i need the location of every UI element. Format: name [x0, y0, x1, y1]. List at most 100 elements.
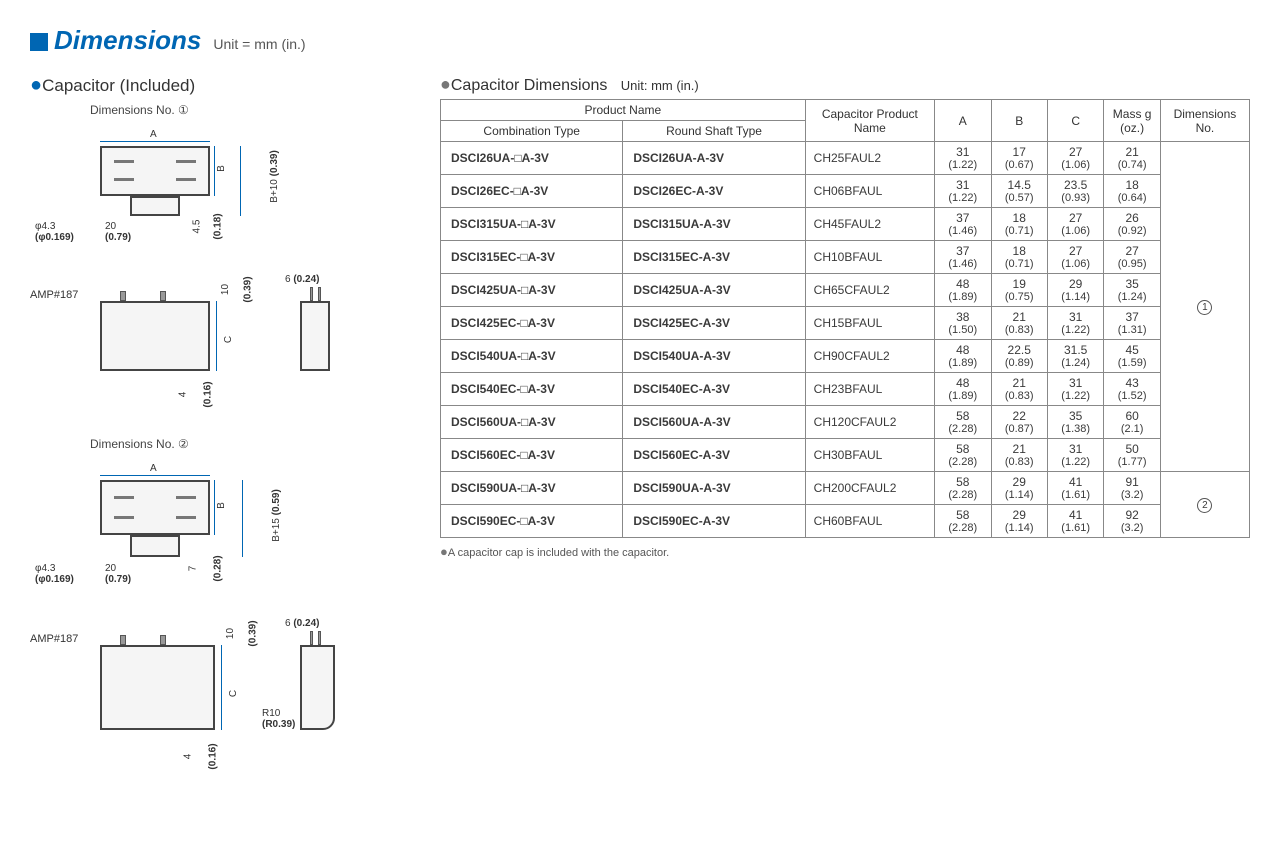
main-title: Dimensions [54, 25, 201, 55]
val-C: 31.5(1.24) [1047, 340, 1103, 373]
val-B: 29(1.14) [991, 505, 1047, 538]
val-A: 48(1.89) [935, 340, 991, 373]
dimensions-table: Product Name Capacitor Product Name A B … [440, 99, 1250, 538]
combo-name: DSCI560EC-□A-3V [441, 439, 623, 472]
val-B: 29(1.14) [991, 472, 1047, 505]
dim-B: B [216, 165, 227, 172]
table-title: ●Capacitor Dimensions Unit: mm (in.) [440, 74, 1250, 95]
val-C: 27(1.06) [1047, 142, 1103, 175]
val-B: 21(0.83) [991, 307, 1047, 340]
table-row: DSCI540UA-□A-3VDSCI540UA-A-3VCH90CFAUL24… [441, 340, 1250, 373]
diagram-2-side: AMP#187 10 (0.39) C 6 (0.24) R10(R0.39) … [30, 613, 400, 783]
val-A: 58(2.28) [935, 406, 991, 439]
val-C: 27(1.06) [1047, 208, 1103, 241]
combo-name: DSCI425EC-□A-3V [441, 307, 623, 340]
val-mass: 91(3.2) [1104, 472, 1160, 505]
table-row: DSCI26EC-□A-3VDSCI26EC-A-3VCH06BFAUL31(1… [441, 175, 1250, 208]
cap-name: CH60BFAUL [805, 505, 934, 538]
combo-name: DSCI540UA-□A-3V [441, 340, 623, 373]
val-B: 18(0.71) [991, 241, 1047, 274]
val-C: 35(1.38) [1047, 406, 1103, 439]
header-B: B [991, 100, 1047, 142]
round-name: DSCI425EC-A-3V [623, 307, 805, 340]
round-name: DSCI540UA-A-3V [623, 340, 805, 373]
val-mass: 37(1.31) [1104, 307, 1160, 340]
val-A: 58(2.28) [935, 505, 991, 538]
round-name: DSCI315UA-A-3V [623, 208, 805, 241]
round-name: DSCI590EC-A-3V [623, 505, 805, 538]
val-B: 14.5(0.57) [991, 175, 1047, 208]
header-dimno: Dimensions No. [1160, 100, 1249, 142]
val-mass: 50(1.77) [1104, 439, 1160, 472]
cap-name: CH45FAUL2 [805, 208, 934, 241]
val-C: 31(1.22) [1047, 439, 1103, 472]
table-row: DSCI425EC-□A-3VDSCI425EC-A-3VCH15BFAUL38… [441, 307, 1250, 340]
capacitor-heading: ●Capacitor (Included) [30, 74, 400, 97]
diagram-1-side: AMP#187 10 (0.39) C 6 (0.24) 4 (0.16) [30, 269, 400, 419]
val-B: 17(0.67) [991, 142, 1047, 175]
cap-name: CH06BFAUL [805, 175, 934, 208]
title-bullet: Dimensions [30, 25, 201, 56]
diagram-2-top: A B B+15 (0.59) 7 (0.28) φ4.3(φ0.169) 20… [30, 455, 400, 595]
combo-name: DSCI590UA-□A-3V [441, 472, 623, 505]
val-C: 31(1.22) [1047, 373, 1103, 406]
round-name: DSCI590UA-A-3V [623, 472, 805, 505]
val-mass: 92(3.2) [1104, 505, 1160, 538]
header-cap: Capacitor Product Name [805, 100, 934, 142]
val-A: 58(2.28) [935, 472, 991, 505]
table-row: DSCI540EC-□A-3VDSCI540EC-A-3VCH23BFAUL48… [441, 373, 1250, 406]
val-mass: 35(1.24) [1104, 274, 1160, 307]
table-row: DSCI590EC-□A-3VDSCI590EC-A-3VCH60BFAUL58… [441, 505, 1250, 538]
header-round: Round Shaft Type [623, 121, 805, 142]
table-row: DSCI425UA-□A-3VDSCI425UA-A-3VCH65CFAUL24… [441, 274, 1250, 307]
round-name: DSCI540EC-A-3V [623, 373, 805, 406]
cap-name: CH30BFAUL [805, 439, 934, 472]
table-row: DSCI560EC-□A-3VDSCI560EC-A-3VCH30BFAUL58… [441, 439, 1250, 472]
cap-name: CH15BFAUL [805, 307, 934, 340]
val-mass: 18(0.64) [1104, 175, 1160, 208]
round-name: DSCI425UA-A-3V [623, 274, 805, 307]
dim1-label: Dimensions No. ① [90, 103, 400, 117]
header-mass: Mass g (oz.) [1104, 100, 1160, 142]
val-C: 23.5(0.93) [1047, 175, 1103, 208]
val-A: 31(1.22) [935, 175, 991, 208]
round-name: DSCI560EC-A-3V [623, 439, 805, 472]
cap-name: CH200CFAUL2 [805, 472, 934, 505]
combo-name: DSCI26EC-□A-3V [441, 175, 623, 208]
combo-name: DSCI315UA-□A-3V [441, 208, 623, 241]
unit-label: Unit = mm (in.) [213, 36, 305, 52]
cap-name: CH25FAUL2 [805, 142, 934, 175]
round-name: DSCI560UA-A-3V [623, 406, 805, 439]
val-B: 22.5(0.89) [991, 340, 1047, 373]
footnote: ●A capacitor cap is included with the ca… [440, 544, 1250, 559]
page-header: Dimensions Unit = mm (in.) [30, 25, 1250, 56]
dim2-label: Dimensions No. ② [90, 437, 400, 451]
cap-name: CH65CFAUL2 [805, 274, 934, 307]
val-A: 31(1.22) [935, 142, 991, 175]
val-A: 38(1.50) [935, 307, 991, 340]
val-C: 31(1.22) [1047, 307, 1103, 340]
amp-label-1: AMP#187 [30, 289, 78, 301]
val-A: 37(1.46) [935, 241, 991, 274]
dim-A: A [150, 129, 157, 140]
val-B: 18(0.71) [991, 208, 1047, 241]
val-B: 21(0.83) [991, 439, 1047, 472]
val-A: 58(2.28) [935, 439, 991, 472]
cap-name: CH120CFAUL2 [805, 406, 934, 439]
header-C: C [1047, 100, 1103, 142]
val-C: 41(1.61) [1047, 505, 1103, 538]
header-A: A [935, 100, 991, 142]
table-row: DSCI26UA-□A-3VDSCI26UA-A-3VCH25FAUL231(1… [441, 142, 1250, 175]
diagram-1-top: A B B+10 (0.39) 4.5 (0.18) φ4.3(φ0.169) … [30, 121, 400, 251]
val-mass: 45(1.59) [1104, 340, 1160, 373]
dimno-2: 2 [1160, 472, 1249, 538]
round-name: DSCI26UA-A-3V [623, 142, 805, 175]
val-mass: 26(0.92) [1104, 208, 1160, 241]
table-row: DSCI315UA-□A-3VDSCI315UA-A-3VCH45FAUL237… [441, 208, 1250, 241]
val-A: 48(1.89) [935, 373, 991, 406]
table-row: DSCI315EC-□A-3VDSCI315EC-A-3VCH10BFAUL37… [441, 241, 1250, 274]
val-C: 41(1.61) [1047, 472, 1103, 505]
amp-label-2: AMP#187 [30, 633, 78, 645]
val-mass: 27(0.95) [1104, 241, 1160, 274]
cap-name: CH90CFAUL2 [805, 340, 934, 373]
